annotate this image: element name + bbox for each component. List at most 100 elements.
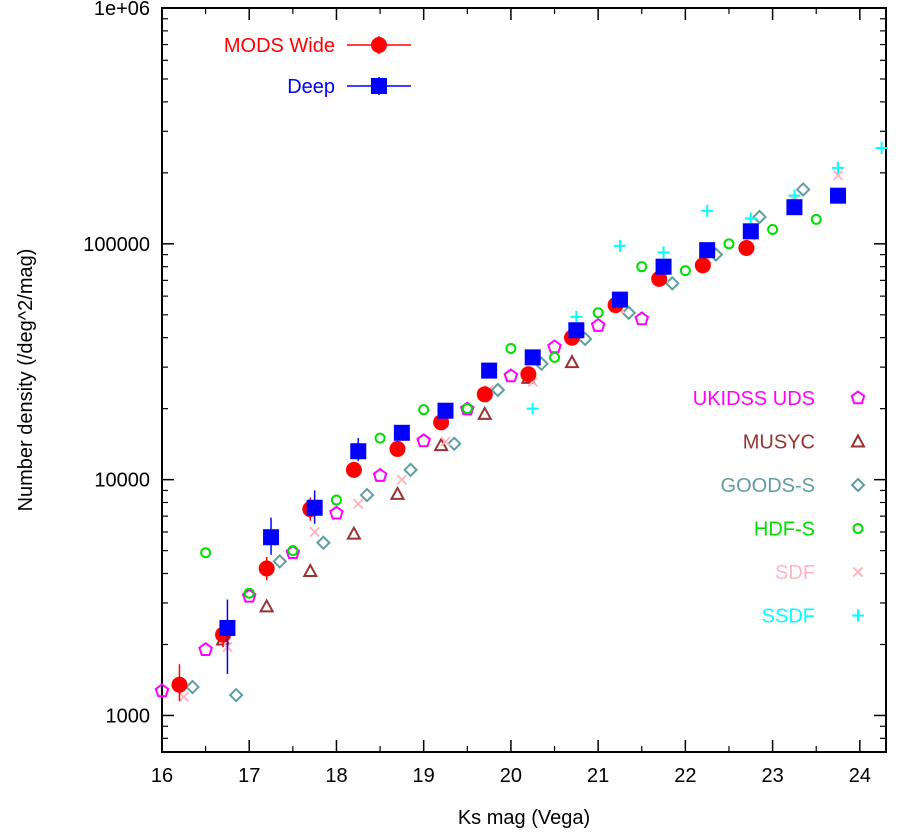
data-point (699, 242, 716, 259)
data-point (657, 246, 670, 259)
data-point (570, 310, 583, 323)
legend-marker (371, 78, 387, 94)
legend-entry: SDF (775, 562, 864, 584)
series-mods-wide (171, 240, 755, 702)
legend-label: SSDF (762, 606, 815, 628)
legend-entry: GOODS-S (721, 475, 866, 497)
data-point (592, 307, 604, 319)
data-point (198, 641, 213, 656)
x-tick-label: 16 (151, 765, 173, 787)
data-point (258, 560, 275, 577)
data-point (302, 562, 318, 577)
data-point (350, 443, 367, 460)
data-point (810, 213, 822, 225)
data-point (476, 386, 493, 403)
legend-entry: MUSYC (743, 432, 866, 454)
y-axis-label: Number density (/deg^2/mag) (15, 249, 37, 512)
data-point (520, 366, 537, 383)
data-point (875, 141, 888, 154)
data-point (185, 679, 200, 695)
series-musyc (215, 354, 580, 646)
data-point (228, 687, 244, 703)
data-point (490, 382, 506, 398)
data-point (621, 305, 637, 321)
data-point (832, 170, 844, 181)
x-tick-label: 23 (761, 765, 783, 787)
data-point (786, 199, 803, 216)
data-point (723, 238, 735, 250)
data-point (503, 368, 519, 383)
data-point (636, 261, 648, 273)
data-point (418, 404, 430, 416)
x-tick-label: 17 (238, 765, 260, 787)
data-point (329, 505, 344, 520)
data-point (374, 432, 386, 444)
data-point (547, 339, 562, 354)
data-point (694, 257, 711, 274)
data-point (664, 275, 680, 291)
axis-tick-labels: 16 17 18 19 20 21 22 23 24 1000 10000 100000 1e+06 (83, 0, 871, 787)
data-point (200, 547, 212, 559)
x-axis-label: Ks mag (Vega) (458, 807, 590, 829)
data-point (359, 487, 375, 503)
data-point (634, 311, 650, 326)
y-tick-label: 1000 (106, 705, 151, 727)
data-point (459, 401, 475, 416)
legend-label: MUSYC (743, 432, 815, 454)
legend-label: Deep (287, 76, 335, 98)
data-point (403, 462, 419, 478)
series-hdf-s (200, 213, 822, 599)
legend-entry: Deep (287, 76, 411, 98)
data-point (446, 436, 462, 452)
data-point (481, 362, 498, 379)
data-point (433, 437, 449, 452)
data-point (372, 467, 388, 482)
legend-entry: SSDF (762, 606, 864, 628)
data-point (243, 587, 255, 599)
x-tick-label: 18 (325, 765, 347, 787)
data-point (440, 436, 451, 447)
data-point (309, 526, 320, 538)
x-tick-label: 22 (674, 765, 696, 787)
data-point (651, 270, 668, 287)
data-point (461, 403, 473, 415)
data-point (564, 354, 580, 369)
legend-marker (371, 37, 387, 53)
series-ssdf (526, 141, 888, 415)
series-deep (219, 187, 847, 674)
data-point (272, 554, 288, 569)
legend-label: UKIDSS UDS (693, 388, 815, 410)
legend-label: HDF-S (754, 519, 815, 541)
data-point (590, 317, 606, 332)
data-point (613, 239, 626, 252)
data-point (655, 258, 672, 275)
data-point (568, 322, 585, 339)
data-point (701, 204, 714, 217)
data-point (549, 351, 561, 363)
data-point (389, 440, 406, 457)
data-point (287, 545, 299, 557)
data-point (346, 525, 362, 540)
x-tick-label: 20 (500, 765, 522, 787)
data-point (258, 598, 275, 613)
y-tick-label: 1e+06 (94, 0, 150, 20)
legend-marker (852, 566, 864, 578)
x-tick-label: 19 (413, 765, 435, 787)
legend-label: SDF (775, 562, 815, 584)
data-point (393, 424, 410, 441)
data-point (611, 291, 628, 308)
axis-ticks (161, 7, 886, 753)
plot-frame (161, 7, 887, 753)
data-point (389, 485, 406, 500)
data-point (505, 342, 517, 354)
data-point (752, 209, 767, 225)
data-point (526, 402, 539, 415)
legend-label: GOODS-S (721, 475, 815, 497)
data-point (154, 683, 170, 698)
data-point (263, 529, 280, 546)
data-point (330, 494, 342, 506)
legend-marker (850, 433, 866, 448)
x-tick-label: 21 (587, 765, 609, 787)
data-point (830, 187, 847, 204)
